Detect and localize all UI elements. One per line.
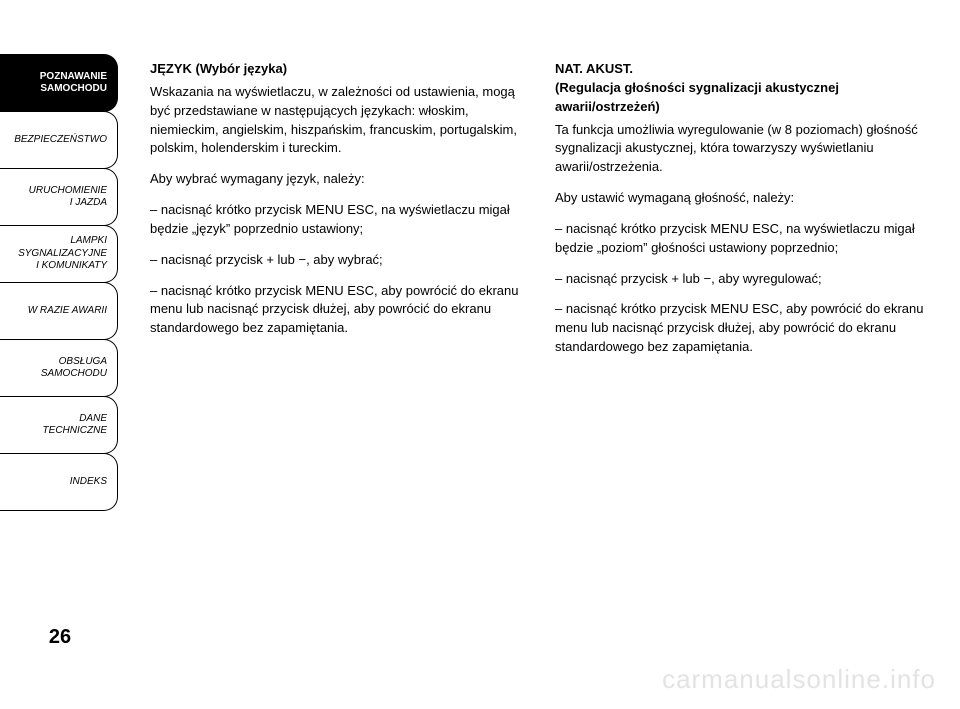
sidebar-tab-3[interactable]: LAMPKISYGNALIZACYJNEI KOMUNIKATY <box>0 225 118 283</box>
page: POZNAWANIESAMOCHODU BEZPIECZEŃSTWO URUCHOM… <box>0 0 960 709</box>
sidebar-tab-1[interactable]: BEZPIECZEŃSTWO <box>0 111 118 169</box>
page-number: 26 <box>0 626 120 649</box>
right-p3: – nacisnąć krótko przycisk MENU ESC, na … <box>555 220 930 258</box>
right-heading: NAT. AKUST. (Regulacja głośności sygnali… <box>555 60 930 117</box>
right-p5: – nacisnąć krótko przycisk MENU ESC, aby… <box>555 300 930 357</box>
right-heading-line2: (Regulacja głośności sygnalizacji akusty… <box>555 80 839 114</box>
left-p4: – nacisnąć przycisk + lub −, aby wybrać; <box>150 251 525 270</box>
sidebar-tab-2[interactable]: URUCHOMIENIEI JAZDA <box>0 168 118 226</box>
sidebar-tabs: POZNAWANIESAMOCHODU BEZPIECZEŃSTWO URUCHOM… <box>0 54 120 511</box>
sidebar-tab-4[interactable]: W RAZIE AWARII <box>0 282 118 340</box>
left-p5: – nacisnąć krótko przycisk MENU ESC, aby… <box>150 282 525 339</box>
right-p1: Ta funkcja umożliwia wyregulowanie (w 8 … <box>555 121 930 178</box>
right-p4: – nacisnąć przycisk + lub −, aby wyregul… <box>555 270 930 289</box>
left-p2: Aby wybrać wymagany język, należy: <box>150 170 525 189</box>
sidebar-tab-label: OBSŁUGASAMOCHODU <box>41 356 107 381</box>
sidebar-tab-label: BEZPIECZEŃSTWO <box>14 134 107 147</box>
sidebar-tab-label: LAMPKISYGNALIZACYJNEI KOMUNIKATY <box>18 235 107 273</box>
content: JĘZYK (Wybór języka) Wskazania na wyświe… <box>120 0 960 709</box>
left-heading: JĘZYK (Wybór języka) <box>150 60 525 79</box>
sidebar: POZNAWANIESAMOCHODU BEZPIECZEŃSTWO URUCHOM… <box>0 0 120 709</box>
sidebar-tab-7[interactable]: INDEKS <box>0 453 118 511</box>
sidebar-tab-label: DANETECHNICZNE <box>43 413 107 438</box>
column-right: NAT. AKUST. (Regulacja głośności sygnali… <box>555 60 930 709</box>
sidebar-tab-label: POZNAWANIESAMOCHODU <box>40 71 107 96</box>
left-p1: Wskazania na wyświetlaczu, w zależności … <box>150 83 525 158</box>
sidebar-tab-label: INDEKS <box>70 476 107 489</box>
right-heading-line1: NAT. AKUST. <box>555 61 633 76</box>
right-p2: Aby ustawić wymaganą głośność, należy: <box>555 189 930 208</box>
sidebar-tab-label: W RAZIE AWARII <box>28 305 107 318</box>
sidebar-tab-label: URUCHOMIENIEI JAZDA <box>29 185 107 210</box>
left-p3: – nacisnąć krótko przycisk MENU ESC, na … <box>150 201 525 239</box>
sidebar-tab-6[interactable]: DANETECHNICZNE <box>0 396 118 454</box>
sidebar-tab-5[interactable]: OBSŁUGASAMOCHODU <box>0 339 118 397</box>
sidebar-tab-0[interactable]: POZNAWANIESAMOCHODU <box>0 54 118 112</box>
column-left: JĘZYK (Wybór języka) Wskazania na wyświe… <box>150 60 525 709</box>
